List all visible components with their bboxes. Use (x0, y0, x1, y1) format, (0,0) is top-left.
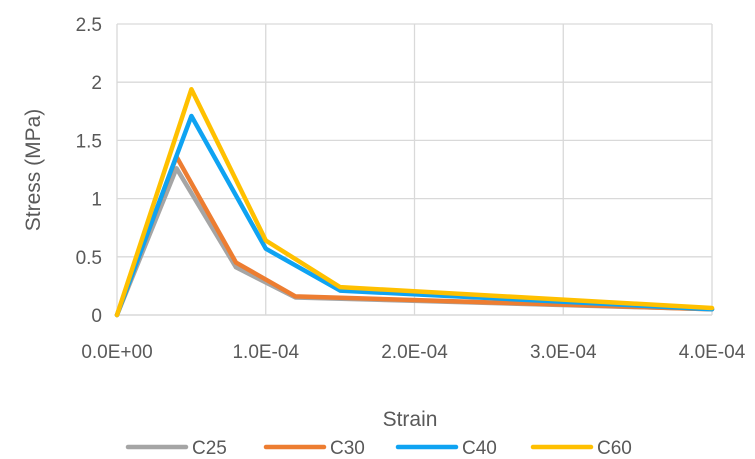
x-tick-label: 2.0E-04 (381, 342, 448, 363)
x-axis-title: Strain (383, 408, 438, 431)
x-tick-label: 3.0E-04 (530, 342, 597, 363)
legend: C25 C30 C40 C60 (125, 438, 632, 459)
y-tick-label: 1.5 (76, 131, 102, 152)
legend-item-c60: C60 (530, 438, 632, 459)
y-tick-label: 2 (91, 73, 102, 94)
series-lines (114, 86, 715, 318)
series-line-c40 (114, 113, 715, 318)
y-tick-label: 2.5 (76, 15, 102, 36)
legend-label: C30 (330, 438, 365, 459)
y-tick-label: 1 (91, 190, 102, 211)
legend-item-c30: C30 (263, 438, 365, 459)
x-tick-label: 0.0E+00 (81, 342, 152, 363)
x-tick-label: 4.0E-04 (679, 342, 746, 363)
legend-item-c40: C40 (395, 438, 497, 459)
tick-labels: 0 0.5 1 1.5 2 2.5 0.0E+00 1.0E-04 2.0E-04 3.0E-04… (76, 15, 746, 363)
y-tick-label: 0 (91, 306, 102, 327)
legend-label: C60 (597, 438, 632, 459)
series-line-c60 (114, 86, 715, 318)
x-tick-label: 1.0E-04 (232, 342, 299, 363)
legend-label: C40 (462, 438, 497, 459)
legend-label: C25 (192, 438, 227, 459)
legend-item-c25: C25 (125, 438, 227, 459)
gridlines (116, 23, 713, 315)
y-axis-title: Stress (MPa) (22, 109, 45, 232)
y-tick-label: 0.5 (76, 248, 102, 269)
